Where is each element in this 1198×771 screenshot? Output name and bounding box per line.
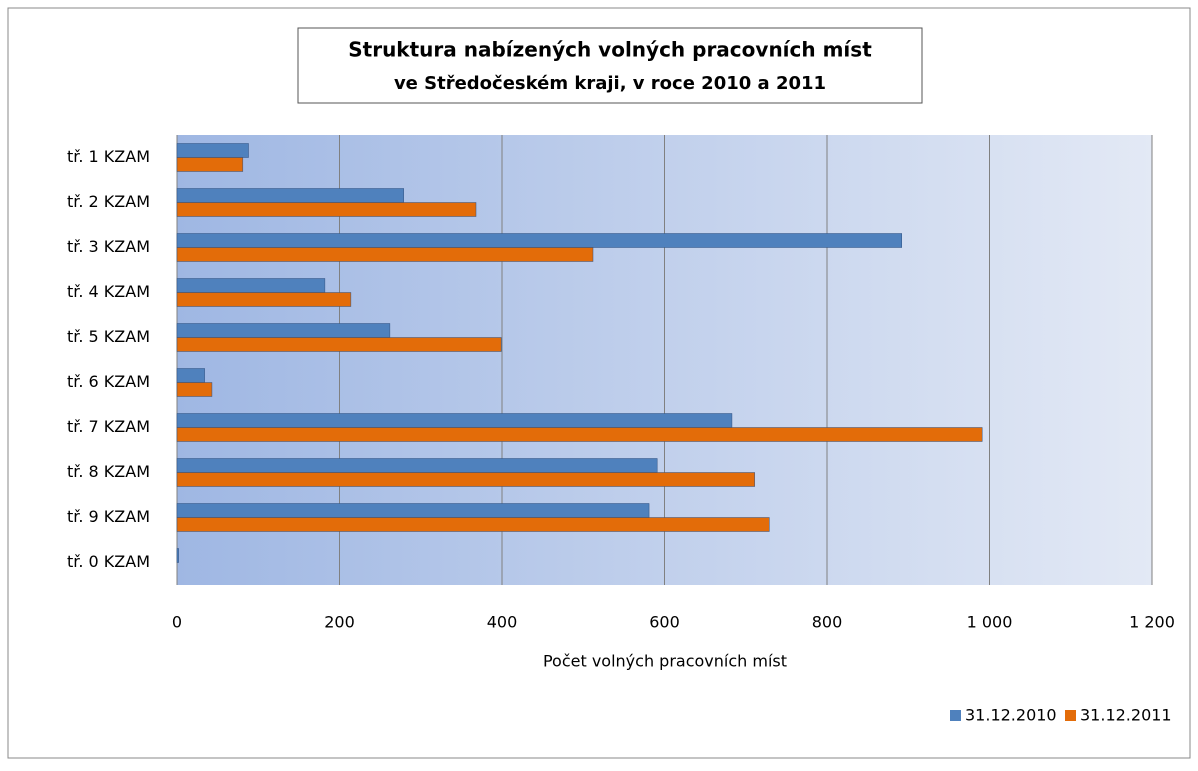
y-tick-label: tř. 2 KZAM [67,192,150,211]
title-box [297,27,923,104]
y-tick-label: tř. 3 KZAM [67,237,150,256]
chart-title: Struktura nabízených volných pracovních … [348,38,872,62]
legend-swatch [950,710,961,721]
bar [176,368,205,383]
y-tick-label: tř. 4 KZAM [67,282,150,301]
bar [176,292,352,307]
legend-label: 31.12.2011 [1080,706,1172,725]
bar [176,427,983,442]
y-tick-label: tř. 1 KZAM [67,147,150,166]
y-tick-label: tř. 6 KZAM [67,372,150,391]
bar [176,548,179,563]
legend-label: 31.12.2010 [965,706,1057,725]
bar [176,458,658,473]
x-tick-label: 400 [487,613,518,632]
bar [176,337,502,352]
x-tick-label: 200 [324,613,355,632]
bar [176,202,477,217]
bar [176,278,326,293]
y-tick-label: tř. 0 KZAM [67,552,150,571]
x-tick-label: 0 [172,613,182,632]
bar [176,382,213,397]
legend-swatch [1065,710,1076,721]
y-tick-label: tř. 8 KZAM [67,462,150,481]
y-tick-label: tř. 5 KZAM [67,327,150,346]
bar [176,247,594,262]
bar [176,323,391,338]
bar [176,517,770,532]
x-tick-label: 1 200 [1129,613,1175,632]
y-tick-label: tř. 7 KZAM [67,417,150,436]
bar [176,157,244,172]
bar [176,188,404,203]
bar [176,233,902,248]
chart-subtitle: ve Středočeském kraji, v roce 2010 a 201… [394,73,826,94]
x-tick-label: 1 000 [967,613,1013,632]
bar [176,413,733,428]
y-tick-label: tř. 9 KZAM [67,507,150,526]
bar [176,472,755,487]
bar [176,143,249,158]
bar [176,503,650,518]
x-axis-label: Počet volných pracovních míst [543,652,787,671]
x-tick-label: 600 [649,613,680,632]
x-tick-label: 800 [812,613,843,632]
